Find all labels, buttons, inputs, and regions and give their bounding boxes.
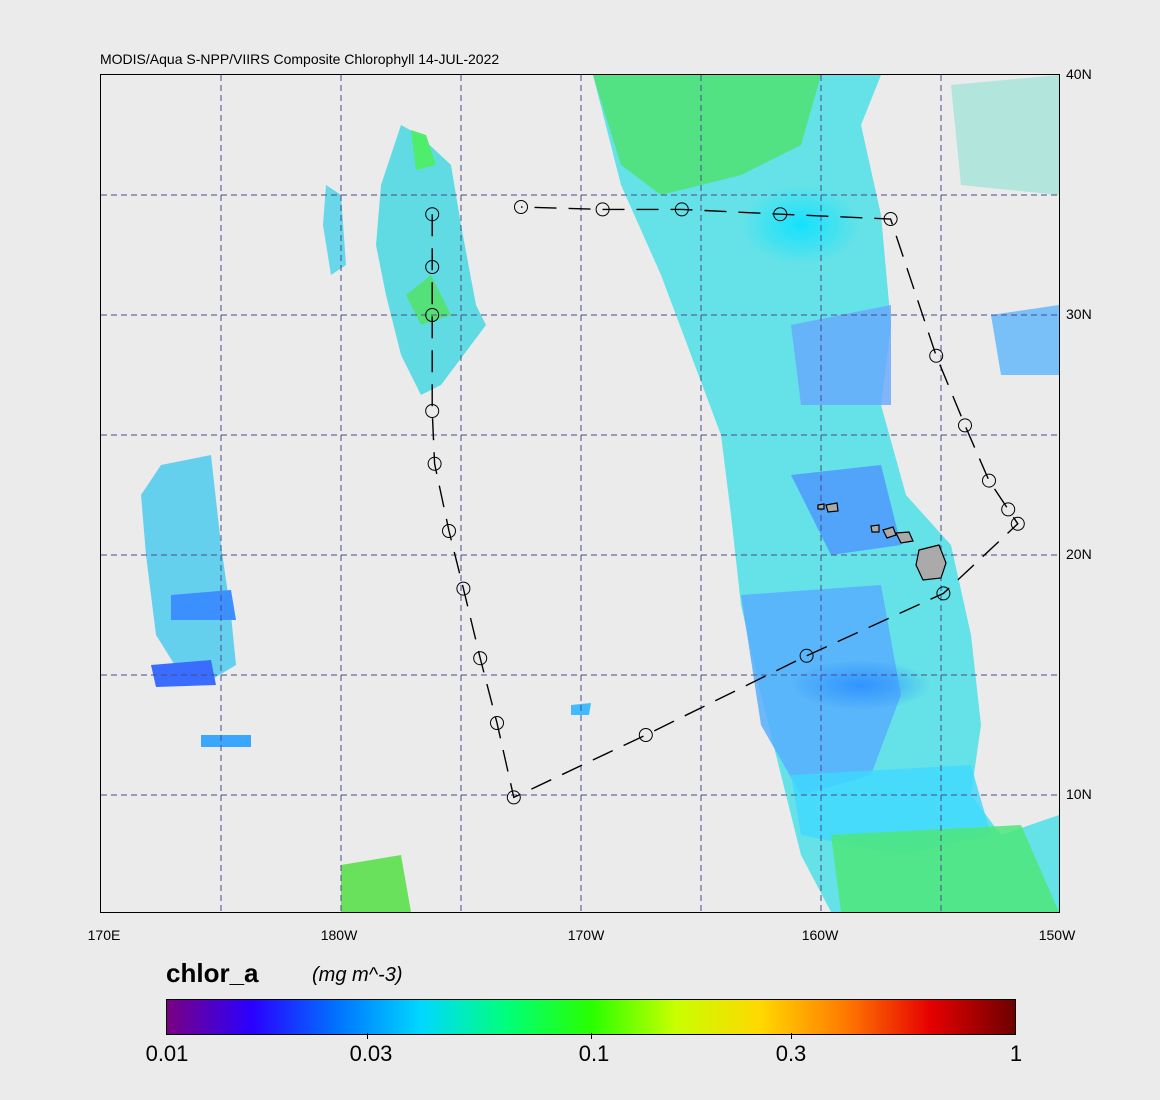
station-marker [425,260,440,274]
station-marker [514,200,528,214]
station-marker [773,207,788,222]
lat-label-30n: 30N [1066,306,1092,322]
lon-label-150w: 150W [1038,927,1076,943]
lat-label-40n: 40N [1066,66,1092,82]
lon-label-160w: 160W [801,927,839,943]
lat-label-20n: 20N [1066,546,1092,562]
station-marker [442,524,456,538]
colorbar-tick-0-3: 0.3 [775,1041,807,1066]
station-marker [595,202,610,217]
hawaiian-islands [817,502,947,581]
map-title: MODIS/Aqua S-NPP/VIIRS Composite Chlorop… [100,51,500,67]
station-marker [929,348,944,363]
colorbar-tick-0-03: 0.03 [349,1041,393,1066]
colorbar-tick-0-01: 0.01 [145,1041,189,1066]
lon-label-180w: 180W [320,927,358,943]
colorbar-tick-1: 1 [1009,1041,1023,1066]
cruise-track [425,200,1025,805]
station-marker [456,581,471,596]
chlorophyll-field [141,75,1059,912]
lat-label-10n: 10N [1066,786,1092,802]
station-marker [638,728,653,742]
station-marker [490,716,504,730]
station-marker [1001,502,1016,517]
station-marker [883,212,898,226]
station-marker [425,308,440,322]
map-canvas [101,75,1059,912]
colorbar-title: chlor_a [166,958,259,988]
colorbar-scale [166,999,1016,1035]
station-marker [674,202,689,217]
station-marker [427,456,442,471]
station-marker [936,586,951,601]
colorbar-tick-mark [791,1033,792,1039]
colorbar-tick-0-1: 0.1 [578,1041,610,1066]
station-marker [506,790,521,805]
station-marker [799,648,814,663]
colorbar-tick-mark [367,1033,368,1039]
station-marker [425,404,440,418]
station-marker [982,473,996,488]
station-marker [958,418,972,433]
lon-label-170e: 170E [87,927,121,943]
lon-label-170w: 170W [567,927,605,943]
station-marker [473,651,488,666]
colorbar-units: (mg m^-3) [312,964,403,986]
station-marker [1010,516,1025,531]
colorbar-tick-mark [591,1033,592,1039]
chlorophyll-map[interactable] [100,74,1060,913]
station-marker [425,207,440,222]
